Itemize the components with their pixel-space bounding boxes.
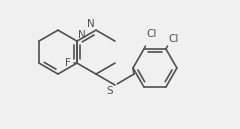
Text: S: S — [107, 86, 114, 96]
Text: N: N — [87, 19, 95, 29]
Text: F: F — [65, 58, 71, 68]
Text: Cl: Cl — [169, 34, 179, 44]
Text: Cl: Cl — [147, 29, 157, 39]
Text: N: N — [78, 30, 86, 40]
